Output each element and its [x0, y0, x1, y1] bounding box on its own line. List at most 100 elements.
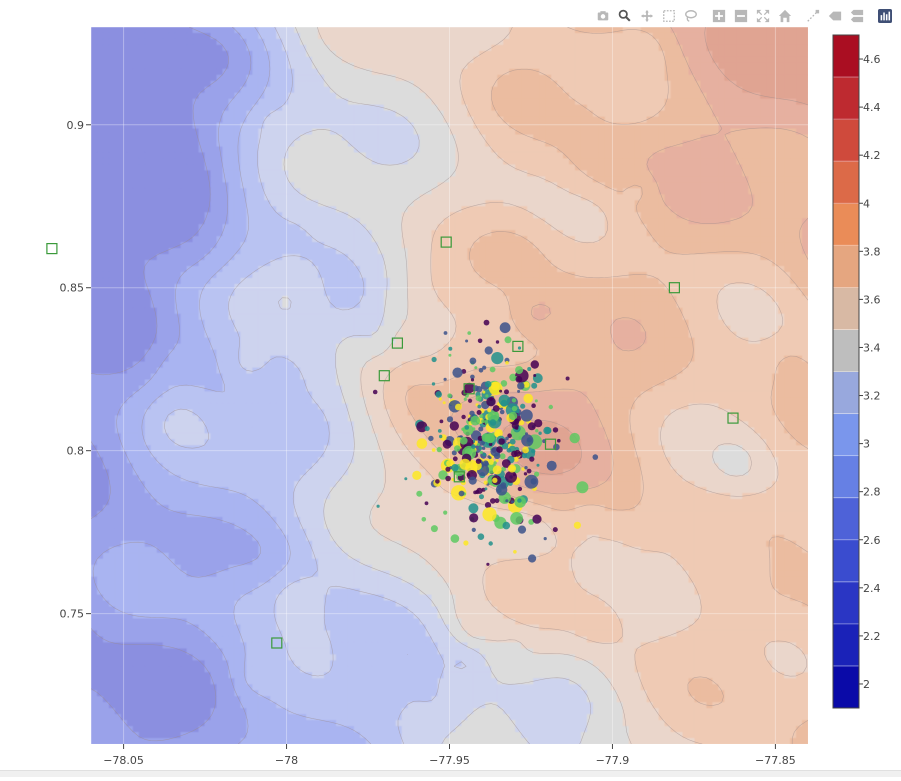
scatter-point [504, 389, 509, 394]
scatter-point [511, 500, 514, 503]
scatter-point [513, 550, 517, 554]
scatter-point [469, 477, 477, 485]
colorbar: 22.22.42.62.833.23.43.63.844.24.44.6 [833, 35, 881, 709]
scatter-point [373, 390, 378, 395]
pan-icon [640, 9, 654, 23]
scatter-point [525, 475, 539, 489]
scatter-point [518, 436, 521, 439]
scatter-point [470, 416, 480, 426]
box-select-button[interactable] [659, 6, 679, 26]
scatter-point [511, 451, 518, 458]
colorbar-tick-label: 3.2 [863, 390, 881, 403]
scatter-point [447, 393, 452, 398]
scatter-point [535, 429, 538, 432]
scatter-point [512, 406, 517, 411]
scatter-point [500, 482, 506, 488]
scatter-point [505, 361, 509, 365]
scatter-point [478, 427, 483, 432]
colorbar-tick-label: 3.8 [863, 245, 881, 258]
spike-lines-button[interactable] [803, 6, 823, 26]
scatter-point [469, 513, 478, 522]
hover-compare-icon [850, 9, 864, 23]
scatter-point [484, 320, 490, 326]
hover-closest-button[interactable] [825, 6, 845, 26]
scatter-point [533, 374, 536, 377]
lasso-button[interactable] [681, 6, 701, 26]
scatter-point [566, 377, 570, 381]
colorbar-tick-label: 4.2 [863, 149, 881, 162]
scatter-point [557, 439, 561, 443]
scatter-point [478, 533, 485, 540]
scatter-point [495, 498, 500, 503]
scatter-point [448, 354, 451, 357]
scatter-point [487, 408, 491, 412]
scatter-point [471, 444, 476, 449]
scatter-point [432, 357, 437, 362]
scatter-point [470, 358, 477, 365]
zoom-in-button[interactable] [709, 6, 729, 26]
plotly-logo-button[interactable] [875, 6, 895, 26]
scatter-point [549, 405, 553, 409]
reset-axes-icon [778, 9, 792, 23]
x-tick-label: −77.95 [429, 754, 470, 767]
scatter-point [453, 456, 458, 461]
box-select-icon [662, 9, 676, 23]
scatter-point [517, 413, 520, 416]
reset-axes-button[interactable] [775, 6, 795, 26]
scatter-point [547, 461, 557, 471]
scatter-point [435, 479, 440, 484]
scatter-point [474, 366, 477, 369]
scatter-point [496, 446, 503, 453]
scatter-point [486, 563, 489, 566]
colorbar-band [833, 329, 859, 372]
scatter-point [484, 487, 487, 490]
colorbar-band [833, 540, 859, 583]
scatter-point [451, 534, 460, 543]
colorbar-band [833, 582, 859, 625]
colorbar-tick-label: 2.2 [863, 630, 881, 643]
zoom-out-icon [734, 9, 748, 23]
scatter-point [510, 512, 523, 525]
plotly-logo-icon [878, 9, 892, 23]
scatter-point [499, 390, 502, 393]
scatter-point [377, 505, 380, 508]
scatter-point [471, 378, 474, 381]
pan-button[interactable] [637, 6, 657, 26]
hover-compare-button[interactable] [847, 6, 867, 26]
zoom-out-button[interactable] [731, 6, 751, 26]
scatter-point [527, 437, 532, 442]
scatter-point [461, 480, 466, 485]
scatter-point [437, 447, 442, 452]
scatter-point [512, 398, 516, 402]
camera-button[interactable] [593, 6, 613, 26]
y-tick-label: 0.75 [60, 608, 85, 621]
y-tick-label: 0.85 [60, 282, 85, 295]
scatter-point [404, 477, 407, 480]
scatter-point [493, 461, 496, 464]
scatter-point [500, 410, 505, 415]
scatter-point [461, 415, 465, 419]
scatter-point [490, 419, 497, 426]
x-tick-label: −77.9 [596, 754, 630, 767]
spike-lines-icon [806, 9, 820, 23]
zoom-button[interactable] [615, 6, 635, 26]
scatter-point [476, 395, 482, 401]
x-tick-label: −78.05 [103, 754, 144, 767]
scatter-point [545, 427, 552, 434]
scatter-point [485, 394, 488, 397]
colorbar-band [833, 35, 859, 78]
scatter-point [448, 347, 452, 351]
colorbar-band [833, 77, 859, 120]
scatter-point [522, 453, 527, 458]
scatter-point [482, 391, 485, 394]
scatter-point [485, 381, 492, 388]
scatter-point [510, 439, 516, 445]
scatter-point [544, 537, 547, 540]
zoom-in-icon [712, 9, 726, 23]
scatter-point [531, 383, 537, 389]
scatter-point [468, 503, 478, 513]
scatter-point [431, 525, 438, 532]
autoscale-button[interactable] [753, 6, 773, 26]
